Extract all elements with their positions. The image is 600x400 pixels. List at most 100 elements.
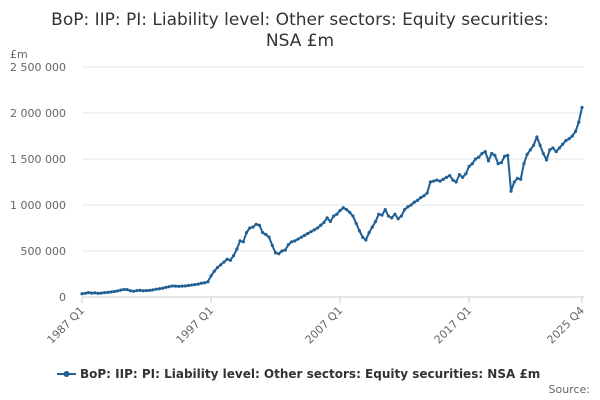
- x-tick-label: 1987 Q1: [45, 304, 88, 347]
- data-point: [186, 283, 191, 288]
- data-point: [99, 291, 103, 295]
- data-point: [396, 217, 400, 221]
- data-point: [441, 177, 445, 181]
- data-point: [464, 172, 468, 176]
- data-point: [115, 289, 120, 293]
- data-point: [338, 208, 342, 213]
- data-point: [367, 231, 371, 235]
- series-markers: [80, 105, 584, 296]
- chart-title-line-2: NSA £m: [266, 31, 334, 51]
- data-point: [386, 214, 391, 218]
- data-point: [86, 290, 91, 295]
- data-point: [96, 291, 100, 295]
- data-point: [315, 226, 320, 230]
- data-point: [283, 248, 287, 252]
- data-point: [541, 151, 545, 156]
- data-point: [238, 239, 242, 243]
- x-tick-label: 1997 Q1: [174, 304, 217, 347]
- data-point: [544, 158, 549, 162]
- data-point: [357, 229, 362, 233]
- data-point: [219, 263, 223, 267]
- data-point: [193, 282, 197, 287]
- data-point: [580, 105, 584, 110]
- data-point: [244, 231, 249, 235]
- data-point: [344, 208, 349, 212]
- y-axis-ticks: 0 500 000 1 000 000 1 500 000 2 000 000 2 500…: [10, 61, 66, 304]
- data-point: [332, 214, 336, 218]
- data-point: [525, 152, 529, 156]
- data-point: [551, 146, 555, 150]
- y-axis-unit-label: £m: [10, 48, 28, 61]
- y-tick-label: 2 500 000: [10, 61, 66, 74]
- data-point: [151, 288, 155, 292]
- data-point: [512, 180, 516, 184]
- data-point: [196, 282, 200, 286]
- data-point: [557, 146, 562, 150]
- legend[interactable]: BoP: IIP: PI: Liability level: Other sec…: [57, 367, 540, 381]
- data-point: [328, 219, 332, 224]
- data-point: [486, 159, 491, 163]
- data-point: [122, 287, 126, 292]
- data-point: [493, 153, 497, 157]
- data-point: [293, 239, 297, 243]
- data-point: [132, 289, 136, 293]
- data-point: [473, 157, 478, 161]
- data-point: [422, 194, 426, 198]
- data-point: [402, 208, 407, 212]
- data-point: [267, 235, 271, 239]
- data-point: [335, 212, 339, 216]
- data-point: [348, 210, 352, 214]
- data-point: [454, 180, 458, 184]
- source-label: Source:: [549, 383, 591, 396]
- data-point: [296, 237, 300, 241]
- data-point: [190, 283, 194, 287]
- data-point: [561, 142, 565, 146]
- data-point: [167, 285, 171, 289]
- data-point: [280, 249, 284, 253]
- data-point: [341, 206, 345, 210]
- x-axis-ticks: 1987 Q1 1997 Q1 2007 Q1 2017 Q1 2025 Q4: [45, 297, 587, 347]
- data-point: [354, 221, 358, 225]
- data-point: [235, 247, 239, 251]
- data-point: [222, 260, 226, 264]
- data-point: [128, 289, 132, 293]
- data-point: [502, 154, 507, 158]
- data-point: [125, 288, 129, 292]
- data-point: [80, 292, 84, 296]
- data-point: [277, 252, 281, 256]
- data-point: [157, 287, 162, 291]
- data-point: [93, 291, 97, 295]
- data-point: [325, 216, 329, 220]
- data-point: [425, 191, 429, 195]
- data-point: [102, 291, 107, 295]
- data-point: [383, 208, 387, 212]
- data-point: [506, 153, 510, 157]
- data-point: [119, 288, 123, 292]
- y-tick-label: 2 000 000: [10, 107, 66, 120]
- data-point: [180, 284, 184, 288]
- data-point: [564, 139, 568, 143]
- y-tick-label: 1 500 000: [10, 153, 66, 166]
- data-point: [351, 214, 355, 218]
- data-point: [215, 265, 220, 270]
- data-point: [112, 289, 116, 294]
- data-point: [444, 175, 449, 179]
- data-point: [209, 274, 213, 278]
- data-point: [448, 173, 452, 178]
- data-point: [438, 179, 442, 183]
- data-point: [183, 284, 187, 288]
- data-point: [206, 280, 210, 284]
- data-point: [164, 285, 168, 289]
- legend-label: BoP: IIP: PI: Liability level: Other sec…: [80, 367, 540, 381]
- x-tick-label: 2007 Q1: [303, 304, 346, 347]
- data-point: [515, 176, 520, 180]
- data-point: [232, 254, 236, 258]
- data-point: [251, 225, 255, 229]
- data-point: [467, 164, 471, 168]
- data-point: [409, 203, 413, 207]
- data-point: [470, 162, 474, 166]
- data-point: [483, 150, 487, 154]
- data-point: [393, 212, 397, 216]
- data-point: [461, 175, 465, 179]
